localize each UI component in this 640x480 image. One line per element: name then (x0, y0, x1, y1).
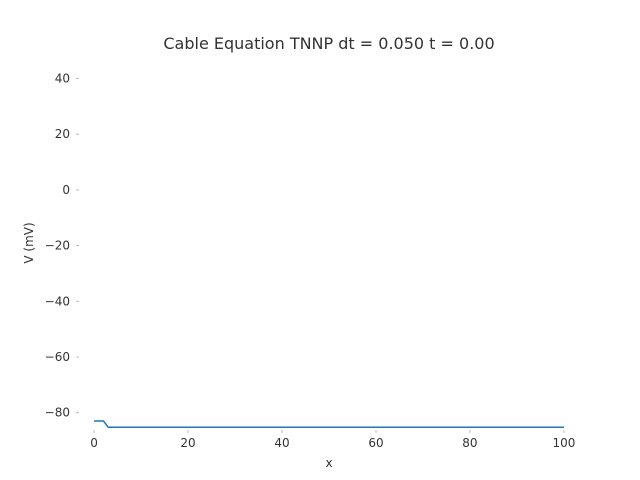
x-tick-label: 100 (552, 436, 575, 450)
y-tick-label: 0 (62, 183, 70, 197)
x-axis: 0 20 40 60 80 100 (90, 430, 575, 450)
y-tick-label: −20 (45, 239, 70, 253)
plot-area (94, 420, 564, 428)
y-tick-label: −40 (45, 294, 70, 308)
y-tick-label: 40 (55, 71, 70, 85)
y-axis-label: V (mV) (22, 222, 36, 263)
y-tick-label: 20 (55, 127, 70, 141)
y-tick-label: −60 (45, 350, 70, 364)
x-tick-label: 40 (274, 436, 289, 450)
y-tick-label: −80 (45, 406, 70, 420)
series-line (94, 420, 564, 428)
chart-title: Cable Equation TNNP dt = 0.050 t = 0.00 (163, 34, 494, 53)
x-axis-label: x (325, 456, 332, 470)
y-axis: 40 20 0 −20 −40 −60 −80 (45, 71, 79, 420)
x-tick-label: 0 (90, 436, 98, 450)
x-tick-label: 60 (368, 436, 383, 450)
x-tick-label: 20 (180, 436, 195, 450)
x-tick-label: 80 (462, 436, 477, 450)
